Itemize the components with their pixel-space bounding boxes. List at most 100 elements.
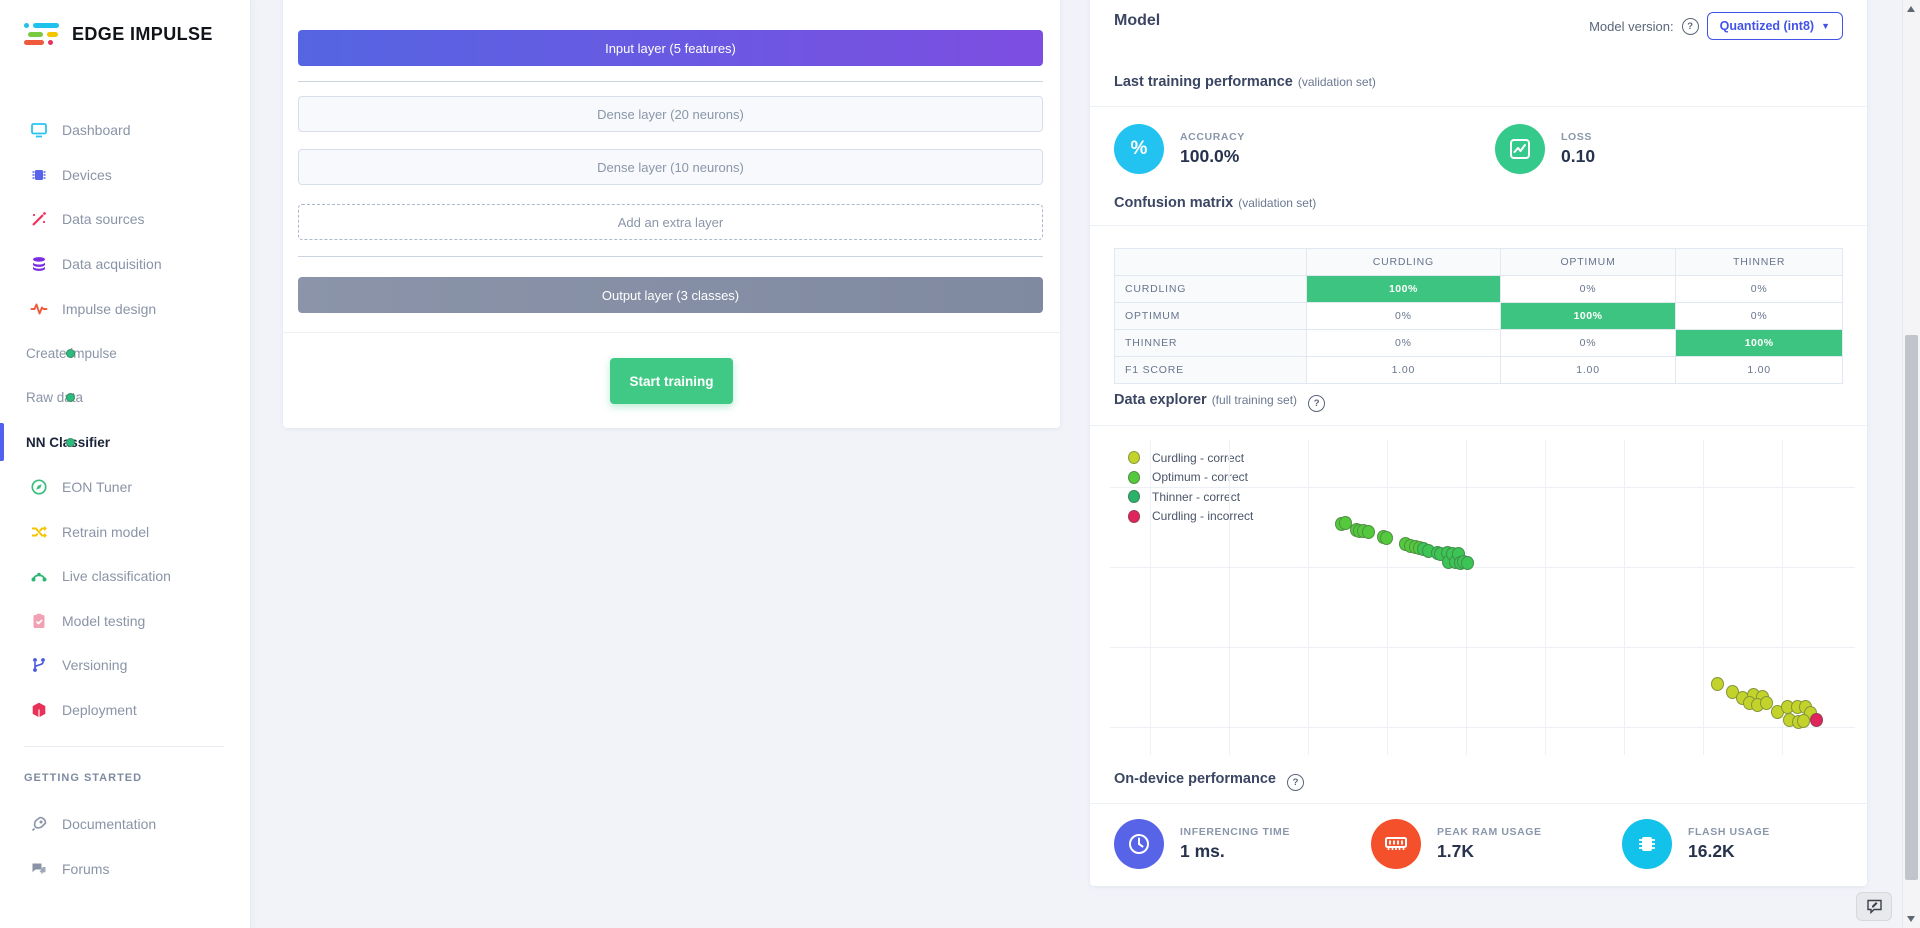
metric-label: PEAK RAM USAGE: [1437, 826, 1542, 838]
active-indicator: [0, 423, 4, 462]
scatter-point-curdling-correct[interactable]: [1796, 714, 1810, 728]
chevron-down-icon: ▼: [1821, 21, 1830, 31]
gridline: [1624, 440, 1625, 755]
gridline: [1545, 440, 1546, 755]
scatter-point-optimum-correct[interactable]: [1379, 531, 1393, 545]
sidebar-item-data-sources[interactable]: Data sources: [0, 197, 250, 242]
sidebar-item-label: Dashboard: [62, 122, 131, 139]
dashboard-icon: [30, 121, 48, 139]
ondevice-help-icon[interactable]: ?: [1287, 774, 1305, 791]
confusion-col-header: OPTIMUM: [1499, 248, 1677, 276]
confusion-cell: 0%: [1499, 329, 1677, 357]
eon-tuner-icon: [30, 478, 48, 496]
data-explorer-plot[interactable]: Curdling - correct Optimum - correct Thinn…: [1110, 440, 1855, 755]
sidebar-item-raw-data[interactable]: Raw data: [0, 376, 250, 421]
confusion-row-label: OPTIMUM: [1114, 302, 1307, 330]
edge-impulse-logo[interactable]: EDGE IMPULSE: [24, 22, 213, 46]
confusion-cell: 100%: [1499, 302, 1677, 330]
ondevice-performance-heading: On-device performance ?: [1114, 771, 1305, 791]
confusion-matrix-table: CURDLING OPTIMUM THINNER CURDLING 100% 0% 0% OP…: [1114, 248, 1843, 384]
percent-icon: %: [1114, 124, 1164, 174]
sidebar-item-retrain-model[interactable]: Retrain model: [0, 509, 250, 554]
metric-inferencing-time: INFERENCING TIME 1 ms.: [1114, 819, 1290, 869]
sidebar-item-live-classification[interactable]: Live classification: [0, 554, 250, 599]
green-dot-icon: [66, 348, 75, 358]
sidebar-item-documentation[interactable]: Documentation: [0, 802, 250, 847]
legend-dot-icon: [1128, 509, 1140, 523]
confusion-cell: 1.00: [1499, 356, 1677, 384]
ram-icon: [1371, 819, 1421, 869]
green-dot-icon: [66, 437, 75, 447]
sidebar-item-impulse-design[interactable]: Impulse design: [0, 286, 250, 331]
legend-item[interactable]: Optimum - correct: [1128, 468, 1253, 488]
sidebar-item-eon-tuner[interactable]: EON Tuner: [0, 465, 250, 510]
metric-value: 0.10: [1561, 146, 1596, 166]
dense-layer-block[interactable]: Dense layer (20 neurons): [298, 96, 1043, 132]
sidebar-footer-nav: Documentation Forums: [0, 802, 250, 891]
sidebar-item-deployment[interactable]: Deployment: [0, 688, 250, 733]
model-version-dropdown[interactable]: Quantized (int8) ▼: [1706, 12, 1843, 40]
gridline: [1110, 567, 1855, 568]
legend-item[interactable]: Thinner - correct: [1128, 487, 1253, 507]
section-divider: [1090, 106, 1867, 107]
logo-text: EDGE IMPULSE: [72, 23, 213, 44]
sidebar-item-versioning[interactable]: Versioning: [0, 643, 250, 688]
sidebar-item-data-acquisition[interactable]: Data acquisition: [0, 242, 250, 287]
scroll-up-arrow-icon[interactable]: [1907, 6, 1915, 12]
start-training-button[interactable]: Start training: [610, 358, 733, 404]
input-layer-block[interactable]: Input layer (5 features): [298, 30, 1043, 66]
model-version-help-icon[interactable]: ?: [1681, 17, 1699, 35]
sidebar-item-nn-classifier[interactable]: NN Classifier: [0, 420, 250, 465]
sidebar-item-devices[interactable]: Devices: [0, 153, 250, 198]
sidebar-item-label: Forums: [62, 860, 110, 877]
legend-dot-icon: [1128, 490, 1140, 504]
scatter-point-optimum-correct[interactable]: [1361, 525, 1375, 539]
sidebar-item-create-impulse[interactable]: Create impulse: [0, 331, 250, 376]
confusion-row-label: F1 SCORE: [1114, 356, 1307, 384]
confusion-cell: 100%: [1306, 275, 1501, 303]
sidebar-item-dashboard[interactable]: Dashboard: [0, 108, 250, 153]
gridline: [1110, 487, 1855, 488]
gridline: [1150, 440, 1151, 755]
loss-chart-icon: [1495, 124, 1545, 174]
scatter-point-curdling-correct[interactable]: [1710, 677, 1724, 691]
scatter-point-curdling-incorrect[interactable]: [1809, 713, 1823, 727]
sidebar-item-label: Versioning: [62, 657, 128, 674]
scatter-point-optimum-correct[interactable]: [1338, 516, 1352, 530]
card-divider: [283, 332, 1060, 333]
add-extra-layer-button[interactable]: Add an extra layer: [298, 204, 1043, 240]
confusion-cell: 0%: [1675, 302, 1843, 330]
scroll-down-arrow-icon[interactable]: [1907, 916, 1915, 922]
metric-value: 100.0%: [1180, 146, 1240, 166]
legend-label: Curdling - incorrect: [1152, 509, 1254, 524]
scatter-point-curdling-correct[interactable]: [1759, 696, 1773, 710]
live-classification-icon: [30, 567, 48, 585]
vertical-scrollbar[interactable]: [1902, 0, 1920, 928]
sidebar-item-forums[interactable]: Forums: [0, 847, 250, 892]
model-testing-icon: [30, 612, 48, 630]
green-dot-icon: [66, 393, 75, 403]
sidebar-item-label: Data acquisition: [62, 256, 162, 273]
confusion-cell: 0%: [1306, 329, 1501, 357]
clock-icon: [1114, 819, 1164, 869]
data-explorer-help-icon[interactable]: ?: [1308, 395, 1326, 412]
output-layer-block[interactable]: Output layer (3 classes): [298, 277, 1043, 313]
scatter-point-thinner-correct[interactable]: [1460, 556, 1474, 570]
sidebar-item-label: Deployment: [62, 702, 137, 719]
dense-layer-block[interactable]: Dense layer (10 neurons): [298, 149, 1043, 185]
layer-connector-line: [298, 256, 1043, 257]
sidebar: EDGE IMPULSE Dashboard Devices Data source…: [0, 0, 251, 928]
model-version-label: Model version:: [1589, 18, 1674, 34]
legend-item[interactable]: Curdling - correct: [1128, 448, 1253, 468]
sidebar-item-model-testing[interactable]: Model testing: [0, 599, 250, 644]
confusion-col-header: THINNER: [1675, 248, 1843, 276]
sidebar-item-label: EON Tuner: [62, 479, 133, 496]
scrollbar-thumb[interactable]: [1905, 335, 1918, 880]
metric-accuracy: % ACCURACY 100.0%: [1114, 124, 1245, 174]
feedback-button[interactable]: [1856, 892, 1892, 921]
confusion-matrix-heading: Confusion matrix (validation set): [1114, 195, 1317, 211]
plot-legend: Curdling - correct Optimum - correct Thinn…: [1128, 448, 1253, 526]
legend-item[interactable]: Curdling - incorrect: [1128, 507, 1253, 527]
confusion-cell: 0%: [1499, 275, 1677, 303]
